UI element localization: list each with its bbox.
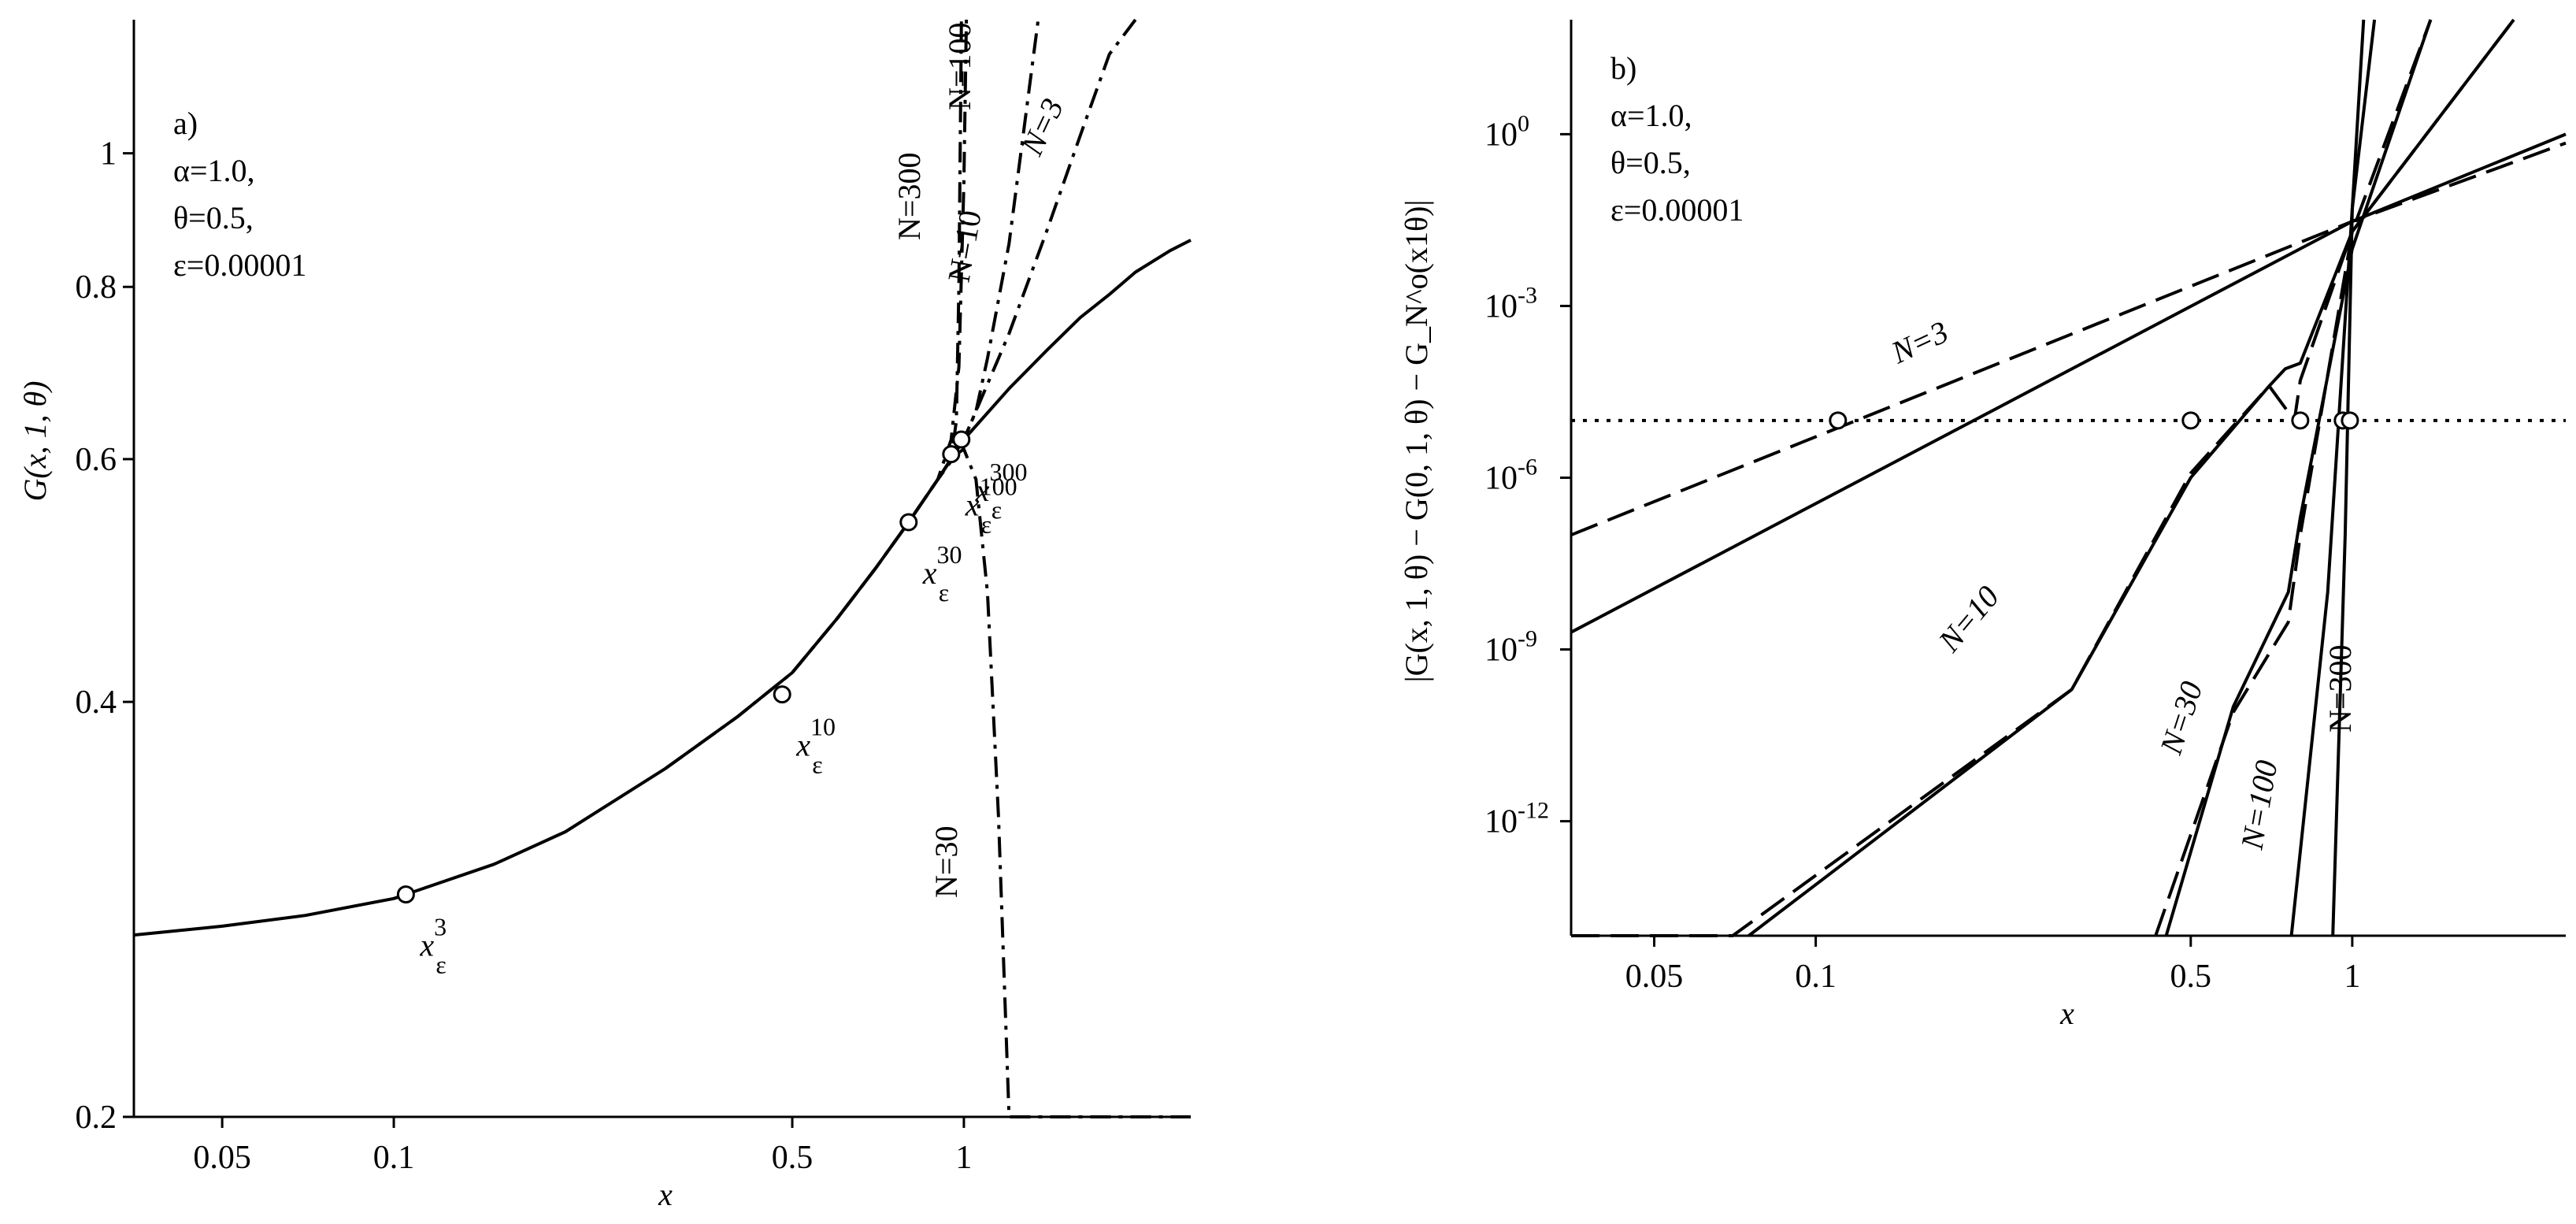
panel-a-series-2 [791,19,1040,674]
panel-b-x-tick-label-0: 0.05 [1625,959,1684,995]
panel-b-marker-1 [2181,411,2200,430]
panel-b-label: b) [1610,50,1636,86]
panel-a-curve-label-n30: N=30 [928,826,964,898]
panel-a-marker-1 [773,685,791,704]
panel-a-y-ticks: 0.2 0.4 0.6 0.8 1 [76,136,134,1136]
panel-a-x-tick-label-1: 0.1 [373,1140,415,1176]
panel-a-marker-label-0: x3 ε [419,913,447,979]
panel-b-x-label: x [2059,996,2074,1031]
panel-a-x-tick-label-3: 1 [955,1140,972,1176]
panel-b-markers [1829,411,2359,430]
panel-a-series-5 [936,19,963,480]
panel-b-curve-label-n30: N=30 [2152,677,2209,759]
panel-b-curve-label-n100: N=100 [2233,758,2284,853]
panel-b-x-tick-label-1: 0.1 [1795,959,1837,995]
panel-b-x-tick-label-3: 1 [2344,959,2360,995]
panel-b-param-epsilon: ε=0.00001 [1610,192,1744,228]
panel-a-x-tick-label-0: 0.05 [193,1140,251,1176]
panel-a-marker-label-2: x30 ε [922,540,962,606]
panel-a-marker-label-4: x300 ε [975,458,1028,524]
panel-b-curve-label-n300: N=300 [2322,645,2358,733]
panel-b-series-7 [2331,19,2366,937]
panel-a-curve-label-n10: N=10 [941,208,988,285]
panel-a-y-tick-label-4: 1 [100,136,117,172]
panel-a-series-4 [907,19,969,524]
panel-a-param-alpha: α=1.0, [173,153,255,188]
panel-b-x-ticks: 0.05 0.1 0.5 1 [1625,936,2360,995]
panel-b-chart: 0.05 0.1 0.5 1 10-12 10-9 10-6 10-3 100 b) α=1.… [1399,18,2567,1031]
panel-a-marker-3 [942,445,961,464]
panel-b-y-tick-label-1: 10-9 [1484,626,1537,669]
panel-a-param-epsilon: ε=0.00001 [173,247,306,283]
panel-b-param-theta: θ=0.5, [1610,145,1691,180]
panel-b-marker-0 [1829,411,1848,430]
panel-a-marker-label-3: x100 ε [965,473,1017,539]
panel-a-series-0 [133,239,1192,937]
panel-a-series-1 [665,18,1137,770]
panel-b-series-6 [2289,19,2377,937]
panel-a-series-3 [836,447,1191,1118]
panel-b-series-3 [1571,18,2515,937]
panel-b-y-tick-label-2: 10-6 [1484,454,1537,497]
panel-a-y-tick-label-1: 0.4 [76,684,117,721]
panel-b-series [1570,18,2567,937]
panel-b-series-4 [2164,19,2433,937]
panel-a-x-ticks: 0.05 0.1 0.5 1 [193,1117,972,1176]
panel-a-chart: 0.05 0.1 0.5 1 0.2 0.4 0.6 0.8 1 x3 ε x10 ε x30 εx10… [17,18,1192,1212]
panel-a-marker-0 [396,885,415,904]
panel-a-label: a) [173,106,198,141]
panel-a-param-theta: θ=0.5, [173,200,254,236]
panel-b-series-5 [2154,19,2433,937]
panel-b-x-tick-label-2: 0.5 [2170,959,2212,995]
panel-a-curve-label-n3: N=3 [1014,93,1070,161]
panel-a-curve-label-n300: N=300 [891,153,927,240]
panel-b-y-ticks: 10-12 10-9 10-6 10-3 100 [1484,110,1571,840]
panel-a-y-label: G(x, 1, θ) [17,381,53,502]
panel-b-curve-label-n3: N=3 [1885,313,1954,370]
panel-a-series [133,18,1192,1118]
panel-b-curve-label-n10: N=10 [1931,579,2006,658]
panel-a-y-tick-label-0: 0.2 [76,1100,117,1136]
panel-b-y-label: |G(x, 1, θ) − G(0, 1, θ) − G_N^o(x1θ)| [1399,200,1434,683]
panel-b-y-tick-label-4: 100 [1484,110,1529,153]
panel-b-y-tick-label-3: 10-3 [1484,282,1537,325]
panel-a-marker-label-1: x10 ε [795,713,836,779]
panel-b-param-alpha: α=1.0, [1610,98,1692,133]
panel-b-marker-4 [2341,411,2359,430]
panel-a-y-tick-label-2: 0.6 [76,442,117,478]
panel-b-marker-2 [2291,411,2310,430]
panel-b-y-tick-label-0: 10-12 [1484,798,1549,840]
panel-a-y-tick-label-3: 0.8 [76,269,117,306]
panel-a-marker-2 [899,513,918,532]
panel-a-curve-label-n100: N=100 [942,23,977,110]
panel-a-x-label: x [658,1177,673,1212]
panel-a-x-tick-label-2: 0.5 [772,1140,814,1176]
panel-a-marker-4 [952,430,971,449]
